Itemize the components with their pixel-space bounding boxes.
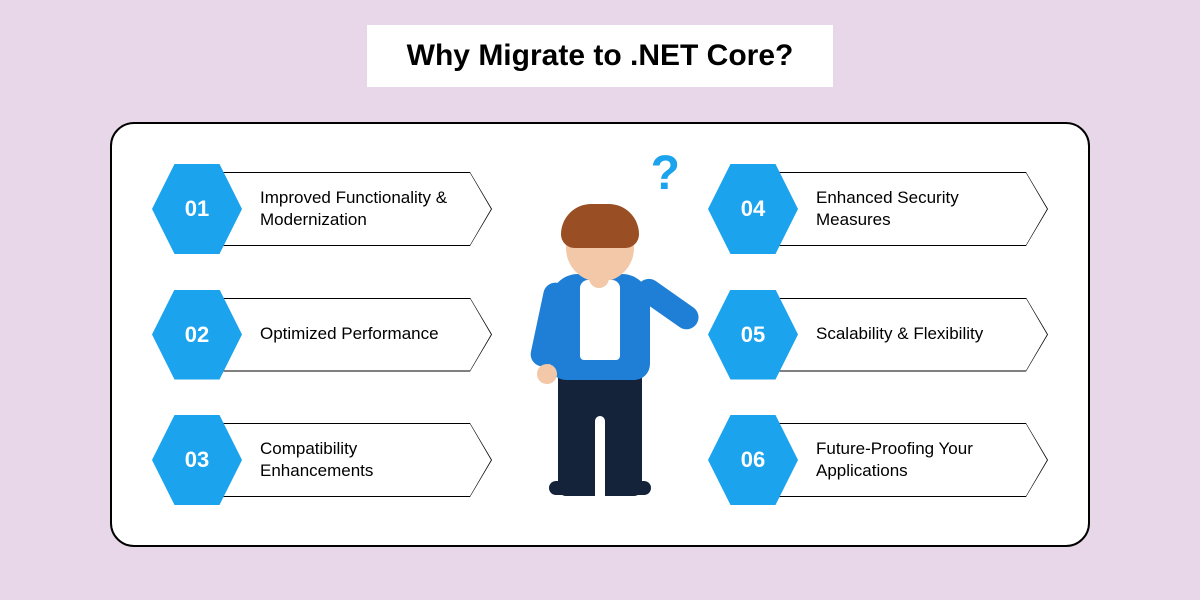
- reason-label: Optimized Performance: [260, 323, 439, 345]
- arrow-label-box: Future-Proofing Your Applications: [776, 423, 1048, 497]
- reason-item-04: 04 Enhanced Security Measures: [708, 164, 1048, 254]
- reason-label: Improved Functionality & Modernization: [260, 187, 462, 231]
- reason-item-03: 03 Compatibility Enhancements: [152, 415, 492, 505]
- right-column: 04 Enhanced Security Measures 05 Scalabi…: [708, 164, 1048, 505]
- reason-item-06: 06 Future-Proofing Your Applications: [708, 415, 1048, 505]
- arrow-label-box: Optimized Performance: [220, 298, 492, 372]
- arrow-label-box: Compatibility Enhancements: [220, 423, 492, 497]
- reason-label: Enhanced Security Measures: [816, 187, 1018, 231]
- reason-label: Scalability & Flexibility: [816, 323, 983, 345]
- reasons-card: 01 Improved Functionality & Modernizatio…: [110, 122, 1090, 547]
- reason-item-02: 02 Optimized Performance: [152, 290, 492, 380]
- page-title: Why Migrate to .NET Core?: [367, 25, 834, 87]
- arrow-label-box: Enhanced Security Measures: [776, 172, 1048, 246]
- left-column: 01 Improved Functionality & Modernizatio…: [152, 164, 492, 505]
- thinking-person-icon: [525, 186, 675, 491]
- reason-item-05: 05 Scalability & Flexibility: [708, 290, 1048, 380]
- reason-item-01: 01 Improved Functionality & Modernizatio…: [152, 164, 492, 254]
- arrow-label-box: Improved Functionality & Modernization: [220, 172, 492, 246]
- reason-label: Compatibility Enhancements: [260, 438, 462, 482]
- center-illustration: ?: [510, 161, 690, 491]
- reason-label: Future-Proofing Your Applications: [816, 438, 1018, 482]
- arrow-label-box: Scalability & Flexibility: [776, 298, 1048, 372]
